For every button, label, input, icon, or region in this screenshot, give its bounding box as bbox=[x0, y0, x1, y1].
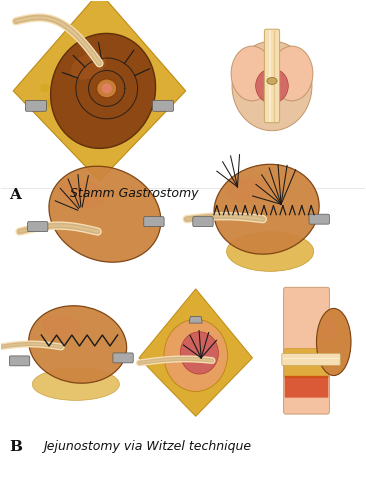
Ellipse shape bbox=[76, 120, 85, 129]
Ellipse shape bbox=[60, 180, 107, 208]
Ellipse shape bbox=[227, 177, 270, 202]
FancyBboxPatch shape bbox=[144, 216, 164, 226]
FancyBboxPatch shape bbox=[153, 100, 173, 112]
Ellipse shape bbox=[51, 34, 156, 148]
Ellipse shape bbox=[271, 46, 313, 101]
Ellipse shape bbox=[93, 60, 102, 69]
Ellipse shape bbox=[164, 320, 228, 392]
Ellipse shape bbox=[103, 133, 112, 142]
FancyBboxPatch shape bbox=[113, 353, 133, 363]
Ellipse shape bbox=[126, 57, 135, 66]
FancyBboxPatch shape bbox=[282, 354, 340, 366]
FancyBboxPatch shape bbox=[193, 216, 213, 226]
Ellipse shape bbox=[92, 136, 101, 145]
FancyBboxPatch shape bbox=[284, 288, 329, 414]
Ellipse shape bbox=[64, 106, 73, 114]
Ellipse shape bbox=[126, 126, 135, 135]
Text: Stamm Gastrostomy: Stamm Gastrostomy bbox=[70, 187, 199, 200]
FancyBboxPatch shape bbox=[285, 376, 328, 398]
Polygon shape bbox=[189, 316, 202, 323]
FancyBboxPatch shape bbox=[264, 29, 280, 122]
Ellipse shape bbox=[180, 332, 219, 374]
Ellipse shape bbox=[133, 92, 142, 100]
Polygon shape bbox=[139, 289, 253, 416]
FancyBboxPatch shape bbox=[285, 348, 328, 378]
Ellipse shape bbox=[69, 114, 78, 122]
Ellipse shape bbox=[317, 308, 351, 376]
Ellipse shape bbox=[227, 232, 314, 272]
Ellipse shape bbox=[214, 164, 319, 254]
Ellipse shape bbox=[78, 40, 86, 48]
Text: Jejunostomy via Witzel technique: Jejunostomy via Witzel technique bbox=[43, 440, 251, 453]
Ellipse shape bbox=[136, 65, 145, 74]
Ellipse shape bbox=[231, 46, 273, 101]
Ellipse shape bbox=[69, 80, 78, 88]
Polygon shape bbox=[13, 0, 186, 181]
Ellipse shape bbox=[41, 315, 81, 339]
Ellipse shape bbox=[83, 128, 92, 136]
Ellipse shape bbox=[130, 102, 139, 110]
Ellipse shape bbox=[147, 76, 157, 85]
FancyBboxPatch shape bbox=[10, 356, 30, 366]
Ellipse shape bbox=[69, 52, 78, 62]
Ellipse shape bbox=[49, 166, 161, 262]
Ellipse shape bbox=[122, 109, 131, 118]
Ellipse shape bbox=[40, 84, 49, 92]
Ellipse shape bbox=[133, 92, 142, 100]
Ellipse shape bbox=[29, 306, 127, 383]
Ellipse shape bbox=[58, 60, 67, 68]
Ellipse shape bbox=[101, 58, 111, 67]
Ellipse shape bbox=[97, 79, 117, 98]
Ellipse shape bbox=[102, 84, 112, 94]
Ellipse shape bbox=[322, 317, 336, 342]
Ellipse shape bbox=[112, 126, 121, 134]
FancyBboxPatch shape bbox=[25, 100, 46, 112]
Ellipse shape bbox=[32, 368, 119, 400]
FancyBboxPatch shape bbox=[27, 222, 48, 232]
Ellipse shape bbox=[71, 52, 106, 80]
Text: B: B bbox=[10, 440, 22, 454]
Ellipse shape bbox=[255, 68, 288, 104]
FancyBboxPatch shape bbox=[309, 214, 329, 224]
Ellipse shape bbox=[232, 41, 312, 130]
Ellipse shape bbox=[44, 99, 53, 108]
Text: A: A bbox=[10, 188, 21, 202]
Ellipse shape bbox=[267, 78, 277, 84]
Ellipse shape bbox=[110, 61, 119, 70]
